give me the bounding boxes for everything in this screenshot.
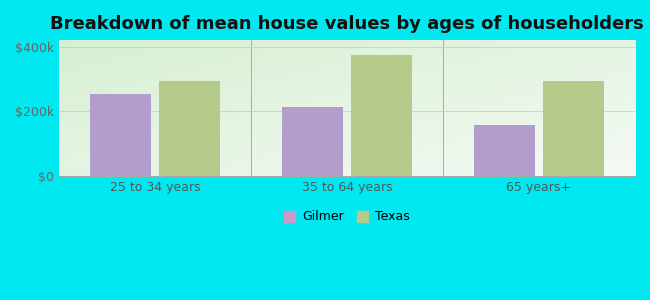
Bar <box>543 81 604 176</box>
Bar <box>159 81 220 176</box>
Title: Breakdown of mean house values by ages of householders: Breakdown of mean house values by ages o… <box>50 15 644 33</box>
Legend: Gilmer, Texas: Gilmer, Texas <box>280 207 414 227</box>
Bar <box>90 94 151 176</box>
Bar <box>474 125 535 176</box>
Bar <box>281 106 343 176</box>
Bar <box>351 55 412 176</box>
